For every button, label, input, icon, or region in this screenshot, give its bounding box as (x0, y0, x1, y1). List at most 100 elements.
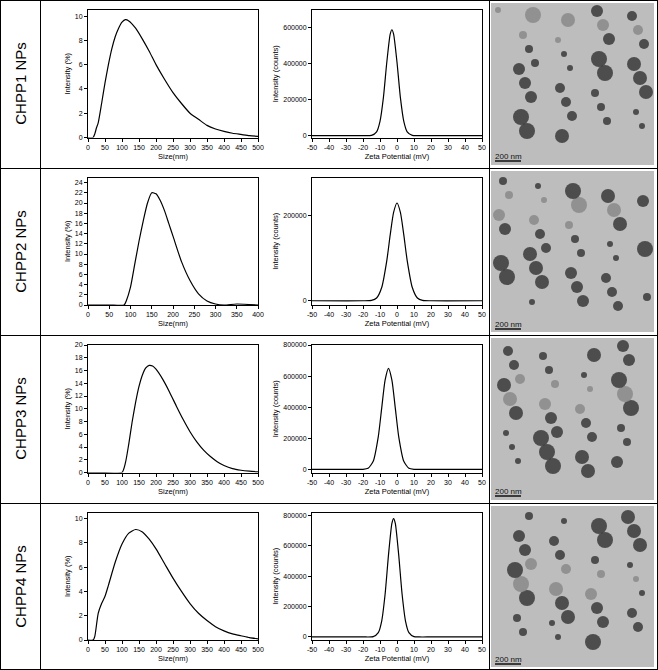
svg-text:50: 50 (478, 311, 486, 318)
svg-text:50: 50 (105, 311, 113, 318)
svg-text:350: 350 (201, 144, 213, 151)
svg-text:150: 150 (146, 311, 158, 318)
svg-text:400: 400 (218, 646, 230, 653)
svg-text:250: 250 (167, 144, 179, 151)
svg-text:200: 200 (150, 646, 162, 653)
svg-text:20: 20 (427, 311, 435, 318)
svg-text:-30: -30 (341, 311, 351, 318)
svg-text:-20: -20 (358, 311, 368, 318)
svg-text:400000: 400000 (283, 60, 306, 67)
svg-text:8: 8 (79, 539, 83, 546)
svg-text:0: 0 (79, 301, 83, 308)
svg-text:0: 0 (303, 633, 307, 640)
svg-text:2: 2 (79, 456, 83, 463)
svg-text:300: 300 (184, 479, 196, 486)
svg-text:20: 20 (427, 479, 435, 486)
svg-text:-40: -40 (324, 646, 334, 653)
svg-text:400: 400 (218, 144, 230, 151)
svg-text:500: 500 (252, 479, 264, 486)
svg-text:Intensity (counts): Intensity (counts) (271, 547, 280, 605)
svg-text:600000: 600000 (283, 24, 306, 31)
svg-text:0: 0 (79, 636, 83, 643)
svg-text:0: 0 (79, 134, 83, 141)
svg-text:0: 0 (86, 646, 90, 653)
svg-text:100: 100 (116, 646, 128, 653)
svg-text:200000: 200000 (283, 603, 306, 610)
svg-text:200000: 200000 (283, 435, 306, 442)
svg-text:Size(nm): Size(nm) (158, 487, 189, 496)
svg-text:-10: -10 (375, 479, 385, 486)
svg-text:-30: -30 (341, 479, 351, 486)
svg-text:50: 50 (478, 144, 486, 151)
svg-text:800000: 800000 (283, 512, 306, 519)
svg-text:-50: -50 (307, 144, 317, 151)
svg-text:Intensity (counts): Intensity (counts) (271, 212, 280, 270)
svg-text:500: 500 (252, 144, 264, 151)
svg-text:2: 2 (79, 291, 83, 298)
svg-text:400: 400 (218, 479, 230, 486)
svg-text:200: 200 (150, 144, 162, 151)
svg-text:10: 10 (410, 311, 418, 318)
svg-text:30: 30 (444, 646, 452, 653)
svg-text:22: 22 (75, 189, 83, 196)
svg-text:0: 0 (303, 466, 307, 473)
svg-text:50: 50 (478, 646, 486, 653)
svg-text:40: 40 (461, 144, 469, 151)
svg-text:Size(nm): Size(nm) (158, 654, 189, 663)
svg-text:150: 150 (133, 479, 145, 486)
svg-text:30: 30 (444, 311, 452, 318)
svg-text:400: 400 (252, 311, 264, 318)
svg-text:200 nm: 200 nm (495, 320, 522, 329)
svg-text:-40: -40 (324, 479, 334, 486)
svg-text:0: 0 (395, 311, 399, 318)
svg-text:30: 30 (444, 144, 452, 151)
svg-text:-30: -30 (341, 646, 351, 653)
svg-text:10: 10 (75, 515, 83, 522)
svg-text:20: 20 (427, 144, 435, 151)
svg-text:300: 300 (184, 646, 196, 653)
svg-text:-40: -40 (324, 144, 334, 151)
svg-text:150: 150 (133, 144, 145, 151)
svg-text:250: 250 (167, 479, 179, 486)
svg-text:40: 40 (461, 646, 469, 653)
svg-text:-50: -50 (307, 479, 317, 486)
svg-text:Intensity (%): Intensity (%) (63, 555, 72, 597)
svg-text:200: 200 (150, 479, 162, 486)
svg-text:-20: -20 (358, 144, 368, 151)
svg-text:12: 12 (75, 240, 83, 247)
svg-text:0: 0 (86, 479, 90, 486)
svg-text:500: 500 (252, 646, 264, 653)
svg-text:16: 16 (75, 220, 83, 227)
svg-text:Intensity (counts): Intensity (counts) (271, 380, 280, 438)
svg-text:-20: -20 (358, 646, 368, 653)
svg-text:-40: -40 (324, 311, 334, 318)
svg-text:30: 30 (444, 479, 452, 486)
svg-text:450: 450 (235, 479, 247, 486)
svg-text:40: 40 (461, 311, 469, 318)
svg-text:-30: -30 (341, 144, 351, 151)
svg-text:50: 50 (101, 479, 109, 486)
svg-text:18: 18 (75, 354, 83, 361)
svg-text:350: 350 (201, 646, 213, 653)
svg-text:50: 50 (101, 646, 109, 653)
svg-text:4: 4 (79, 443, 83, 450)
svg-text:20: 20 (427, 646, 435, 653)
svg-text:50: 50 (478, 479, 486, 486)
svg-text:4: 4 (79, 588, 83, 595)
svg-text:2: 2 (79, 110, 83, 117)
svg-text:150: 150 (133, 646, 145, 653)
svg-text:300: 300 (210, 311, 222, 318)
svg-text:6: 6 (79, 564, 83, 571)
svg-text:0: 0 (86, 311, 90, 318)
svg-text:10: 10 (410, 144, 418, 151)
svg-text:14: 14 (75, 380, 83, 387)
svg-text:Intensity (%): Intensity (%) (63, 220, 72, 262)
svg-text:16: 16 (75, 367, 83, 374)
svg-text:350: 350 (201, 479, 213, 486)
svg-text:10: 10 (410, 479, 418, 486)
svg-text:600000: 600000 (283, 542, 306, 549)
svg-text:12: 12 (75, 392, 83, 399)
svg-text:0: 0 (395, 144, 399, 151)
svg-text:400000: 400000 (283, 404, 306, 411)
svg-text:Zeta Potential (mV): Zeta Potential (mV) (365, 654, 430, 663)
